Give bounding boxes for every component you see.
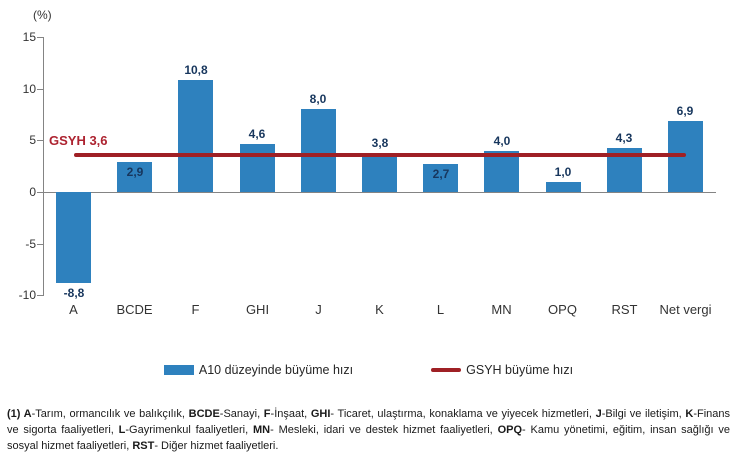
bar: [301, 109, 336, 192]
bar-data-label: -8,8: [63, 286, 85, 300]
footnote-term: GHI: [310, 408, 331, 420]
category-label: RST: [611, 302, 638, 317]
line-series-swatch-icon: [431, 368, 462, 372]
y-axis-tick-label: 5: [29, 133, 36, 147]
y-axis-tick: [37, 244, 43, 245]
footnote-text: - Kamu yönetimi, eğitim, insan sağlığı v…: [7, 423, 731, 452]
y-axis-tick: [37, 140, 43, 141]
y-axis-tick: [37, 295, 43, 296]
footnote-text: -Tarım, ormancılık ve balıkçılık,: [31, 408, 189, 420]
footnote: (1) A-Tarım, ormancılık ve balıkçılık, B…: [7, 407, 730, 455]
bar-data-label: 3,8: [371, 136, 389, 150]
category-label: A: [69, 302, 78, 317]
y-axis-tick-label: -10: [18, 288, 36, 302]
footnote-text: -Gayrimenkul faaliyetleri,: [125, 423, 253, 436]
category-label: F: [191, 302, 200, 317]
bar: [56, 192, 91, 283]
y-axis-tick: [37, 192, 43, 193]
y-axis: [43, 37, 44, 296]
footnote-term: MN: [252, 423, 271, 436]
footnote-term: J: [595, 408, 602, 420]
bar: [117, 162, 152, 192]
gsyh-reference-line: [74, 153, 686, 157]
category-label: OPQ: [548, 302, 577, 317]
y-axis-unit-label: (%): [33, 8, 52, 22]
footnote-text: -Bilgi ve iletişim,: [601, 408, 686, 420]
category-label: K: [375, 302, 384, 317]
footnote-text: -İnşaat,: [270, 408, 311, 420]
bar-data-label: 1,0: [554, 165, 572, 179]
bar-series-swatch-icon: [163, 365, 194, 375]
category-label: GHI: [245, 302, 270, 317]
footnote-term: (1) A: [7, 408, 32, 420]
footnote-text: -Sanayi,: [219, 408, 264, 420]
footnote-text: -Finans ve sigorta faaliyetleri,: [7, 408, 730, 436]
x-axis: [43, 192, 716, 193]
category-label: Net vergi: [659, 302, 712, 317]
footnote-term: K: [685, 408, 694, 420]
growth-rate-bar-chart: (%) GSYH 3,6 15 10 5 0 -5 -10 -8,8 A 2,9 BCDE 10,8…: [18, 8, 716, 317]
legend-label-gsyh: GSYH büyüme hızı: [466, 363, 574, 377]
bar: [178, 80, 213, 192]
y-axis-tick-label: -5: [25, 237, 36, 251]
category-label: MN: [491, 302, 512, 317]
footnote-text: - Diğer hizmet faaliyetleri.: [154, 439, 279, 452]
bar: [423, 164, 458, 192]
category-label: J: [315, 302, 322, 317]
category-label: L: [436, 302, 445, 317]
y-axis-tick-label: 10: [22, 82, 36, 96]
bar-data-label: 4,6: [248, 127, 266, 141]
bar-data-label: 2,7: [432, 167, 450, 181]
bar-data-label: 4,3: [615, 131, 633, 145]
category-label: BCDE: [116, 302, 153, 317]
bar-data-label: 8,0: [309, 92, 327, 106]
legend-item-gsyh-line: GSYH büyüme hızı: [431, 363, 573, 377]
bar: [362, 153, 397, 192]
bar-data-label: 10,8: [184, 63, 208, 77]
bar: [484, 151, 519, 192]
y-axis-tick: [37, 37, 43, 38]
footnote-term: RST: [132, 439, 155, 452]
legend-label-a10: A10 düzeyinde büyüme hızı: [198, 363, 354, 377]
gsyh-line-annotation: GSYH 3,6: [49, 133, 108, 148]
bar-data-label: 4,0: [493, 134, 511, 148]
footnote-text: - Ticaret, ulaştırma, konaklama ve yiyec…: [330, 408, 596, 420]
bar-data-label: 2,9: [126, 165, 144, 179]
footnote-term: OPQ: [497, 423, 523, 436]
bar: [240, 144, 275, 192]
y-axis-tick-label: 15: [22, 30, 36, 44]
footnote-term: F: [263, 408, 271, 420]
bar-data-label: 6,9: [676, 104, 694, 118]
chart-legend: A10 düzeyinde büyüme hızı GSYH büyüme hı…: [0, 363, 737, 377]
legend-item-a10-bars: A10 düzeyinde büyüme hızı: [163, 363, 354, 377]
footnote-term: BCDE: [188, 408, 220, 420]
footnote-term: L: [118, 423, 126, 436]
bar: [546, 182, 581, 192]
y-axis-tick: [37, 89, 43, 90]
y-axis-tick-label: 0: [29, 185, 36, 199]
footnote-text: - Mesleki, idari ve destek hizmet faaliy…: [270, 423, 498, 436]
